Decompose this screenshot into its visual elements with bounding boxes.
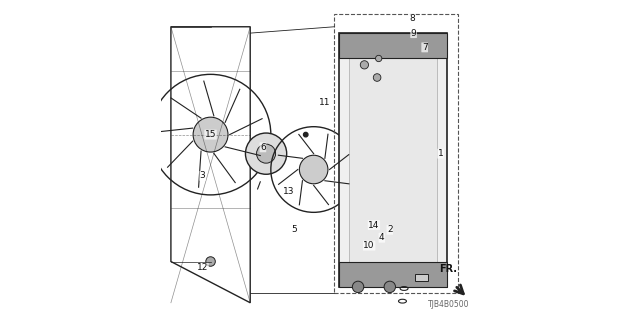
Circle shape: [257, 144, 276, 163]
Text: 1: 1: [438, 149, 444, 158]
Polygon shape: [349, 43, 437, 277]
Text: 14: 14: [368, 220, 380, 229]
Text: 6: 6: [260, 143, 266, 152]
Circle shape: [300, 155, 328, 184]
Text: 8: 8: [409, 14, 415, 23]
Text: 9: 9: [411, 28, 417, 38]
Circle shape: [206, 257, 215, 266]
Text: 11: 11: [319, 99, 330, 108]
Circle shape: [193, 117, 228, 152]
Circle shape: [384, 281, 396, 292]
Text: 10: 10: [364, 241, 375, 250]
Circle shape: [303, 132, 308, 137]
Text: 13: 13: [282, 187, 294, 196]
Text: 15: 15: [205, 130, 216, 139]
Text: TJB4B0500: TJB4B0500: [428, 300, 469, 309]
Circle shape: [360, 61, 369, 69]
Polygon shape: [339, 261, 447, 287]
Text: 2: 2: [387, 225, 392, 234]
Text: 5: 5: [292, 225, 298, 234]
Polygon shape: [339, 33, 447, 287]
Text: 12: 12: [197, 263, 208, 272]
FancyBboxPatch shape: [415, 274, 429, 281]
Text: FR.: FR.: [440, 264, 458, 274]
Polygon shape: [339, 33, 447, 59]
Text: 4: 4: [379, 233, 385, 242]
Text: 3: 3: [200, 172, 205, 180]
Circle shape: [353, 281, 364, 292]
Circle shape: [246, 133, 287, 174]
Text: 7: 7: [422, 43, 428, 52]
Circle shape: [373, 74, 381, 81]
Circle shape: [376, 55, 382, 62]
